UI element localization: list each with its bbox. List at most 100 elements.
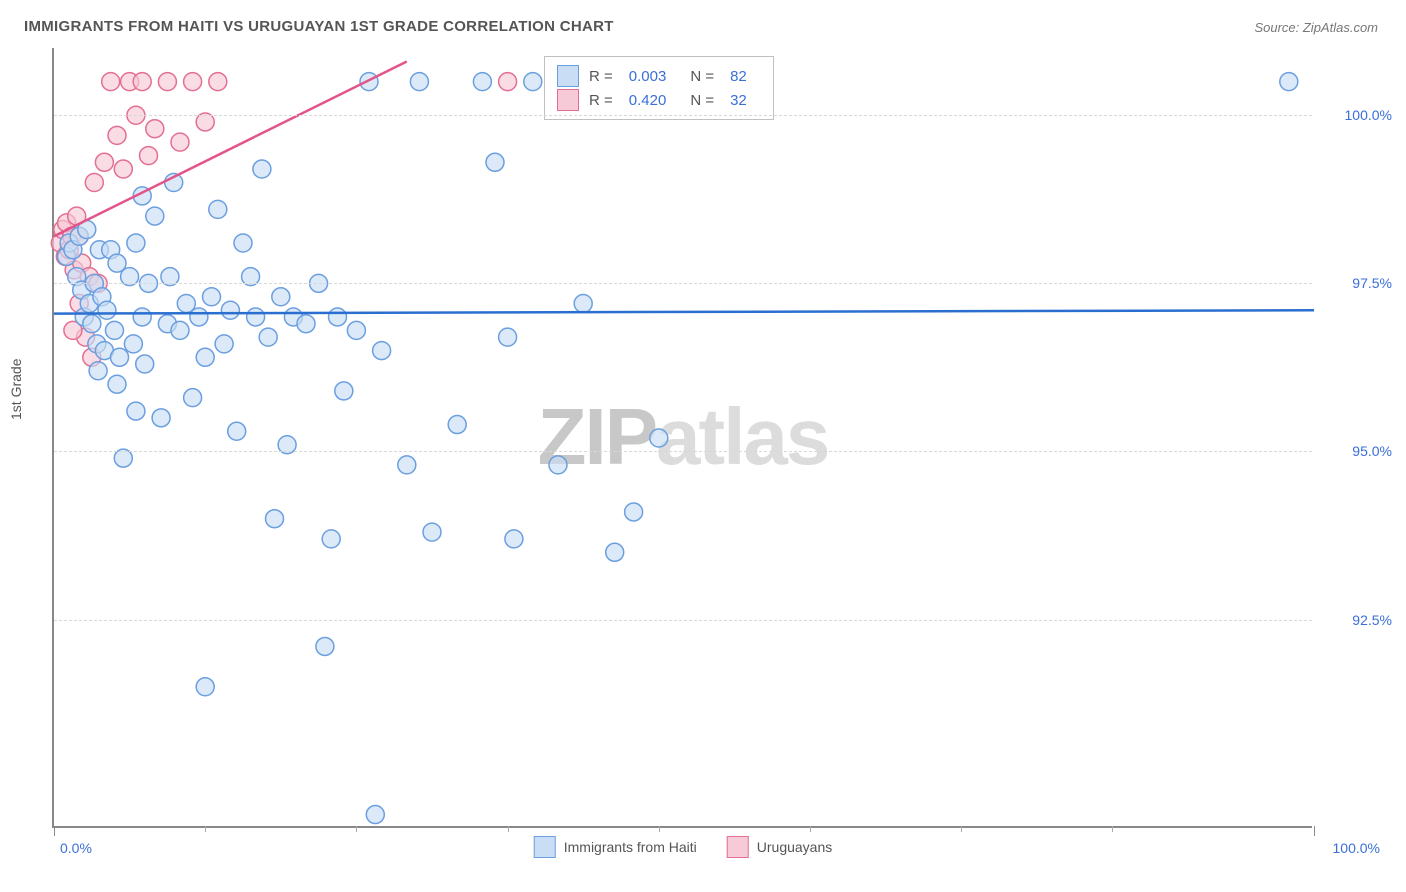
source-label: Source: ZipAtlas.com [1254,20,1378,35]
legend-series: Immigrants from Haiti Uruguayans [534,836,833,858]
data-point [108,126,126,144]
data-point [133,73,151,91]
data-point [83,315,101,333]
data-point [190,308,208,326]
data-point [574,295,592,313]
x-axis-label-max: 100.0% [1333,840,1380,856]
legend-swatch [557,89,579,111]
data-point [259,328,277,346]
legend-stat-row: R = 0.003 N = 82 [557,65,761,87]
data-point [329,308,347,326]
stat-r-label: R = [589,68,613,85]
legend-label: Immigrants from Haiti [564,839,697,855]
data-point [209,200,227,218]
x-tick-major [54,826,55,836]
data-point [196,348,214,366]
chart-svg [54,48,1312,826]
data-point [215,335,233,353]
stat-r-value: 0.003 [629,68,667,85]
legend-swatch [557,65,579,87]
data-point [505,530,523,548]
legend-label: Uruguayans [757,839,833,855]
gridline [54,620,1312,621]
data-point [85,173,103,191]
data-point [398,456,416,474]
legend-item: Uruguayans [727,836,833,858]
data-point [203,288,221,306]
data-point [114,160,132,178]
x-tick-minor [356,826,357,832]
data-point [184,389,202,407]
legend-swatch [534,836,556,858]
data-point [373,342,391,360]
gridline [54,115,1312,116]
data-point [140,147,158,165]
data-point [184,73,202,91]
y-tick-label: 95.0% [1322,443,1392,459]
data-point [158,73,176,91]
x-tick-minor [659,826,660,832]
stat-n-label: N = [690,68,714,85]
data-point [549,456,567,474]
data-point [625,503,643,521]
data-point [133,308,151,326]
data-point [1280,73,1298,91]
data-point [124,335,142,353]
gridline [54,451,1312,452]
data-point [366,806,384,824]
x-tick-minor [810,826,811,832]
data-point [89,362,107,380]
data-point [266,510,284,528]
gridline [54,283,1312,284]
data-point [234,234,252,252]
trend-line [54,310,1314,313]
data-point [322,530,340,548]
data-point [606,543,624,561]
data-point [221,301,239,319]
data-point [524,73,542,91]
data-point [127,234,145,252]
data-point [146,207,164,225]
data-point [152,409,170,427]
data-point [423,523,441,541]
stat-n-label: N = [690,92,714,109]
data-point [136,355,154,373]
legend-swatch [727,836,749,858]
x-tick-minor [205,826,206,832]
data-point [448,416,466,434]
data-point [316,637,334,655]
legend-stat-row: R =0.420N =32 [557,89,761,111]
data-point [111,348,129,366]
plot-area: ZIPatlas R =0.003N =82R =0.420N =32 0.0%… [52,48,1312,828]
data-point [499,73,517,91]
data-point [209,73,227,91]
stat-r-value: 0.420 [629,92,667,109]
data-point [499,328,517,346]
y-tick-label: 92.5% [1322,612,1392,628]
y-axis-label: 1st Grade [8,359,24,420]
data-point [247,308,265,326]
data-point [171,321,189,339]
y-tick-label: 100.0% [1322,107,1392,123]
data-point [171,133,189,151]
data-point [98,301,116,319]
data-point [146,120,164,138]
data-point [228,422,246,440]
data-point [196,678,214,696]
data-point [360,73,378,91]
data-point [105,321,123,339]
x-axis-label-min: 0.0% [60,840,92,856]
stat-n-value: 82 [730,68,747,85]
data-point [102,73,120,91]
x-tick-minor [1112,826,1113,832]
data-point [108,375,126,393]
data-point [272,288,290,306]
data-point [297,315,315,333]
chart-title: IMMIGRANTS FROM HAITI VS URUGUAYAN 1ST G… [24,18,614,35]
data-point [253,160,271,178]
data-point [410,73,428,91]
data-point [473,73,491,91]
data-point [127,402,145,420]
stat-n-value: 32 [730,92,747,109]
x-tick-minor [961,826,962,832]
